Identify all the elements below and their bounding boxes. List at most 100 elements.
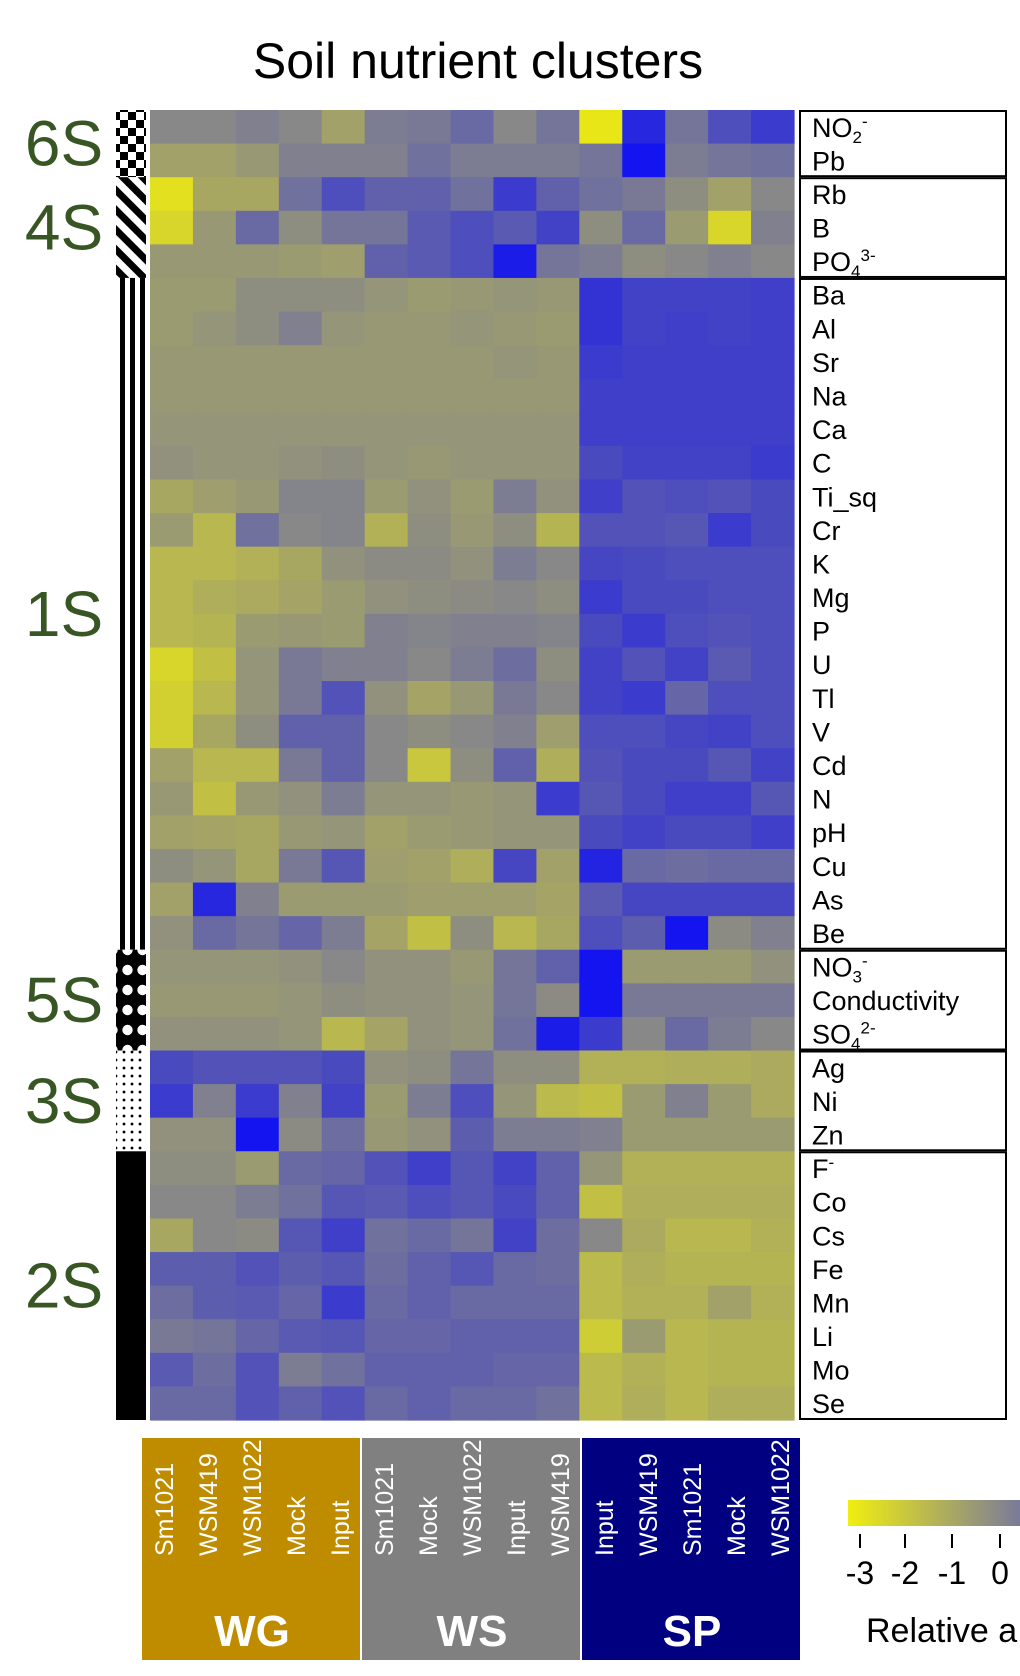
heatmap-cell	[150, 1050, 194, 1085]
heatmap-cell	[235, 647, 280, 682]
heatmap-cell	[364, 983, 409, 1018]
row-label: Ba	[812, 281, 846, 311]
cluster-bar-segment	[116, 277, 146, 950]
heatmap-cell	[493, 882, 537, 917]
row-label: Cr	[812, 516, 841, 546]
heatmap-cell	[536, 681, 580, 716]
heatmap-cell	[708, 681, 752, 716]
heatmap-cell	[708, 445, 752, 481]
heatmap-cell	[192, 714, 237, 749]
row-group-box	[799, 949, 1007, 1051]
heatmap-cell	[751, 177, 795, 212]
heatmap-cell	[321, 1319, 366, 1354]
heatmap-cell	[579, 1084, 623, 1119]
heatmap-cell	[751, 277, 795, 313]
heatmap-cell	[278, 479, 323, 514]
heatmap-cell	[708, 613, 752, 649]
heatmap-cell	[407, 143, 452, 178]
heatmap-cell	[536, 949, 580, 984]
heatmap-cell	[536, 1016, 580, 1052]
heatmap-cell	[407, 1252, 452, 1287]
heatmap-cell	[708, 916, 752, 951]
heatmap-cell	[665, 983, 709, 1018]
heatmap-cell	[622, 1386, 666, 1421]
heatmap-cell	[493, 143, 537, 178]
heatmap-cell	[665, 815, 709, 850]
heatmap-cell	[665, 580, 709, 615]
heatmap-cell	[192, 311, 237, 346]
heatmap-cell	[235, 345, 280, 380]
heatmap-cell	[708, 1319, 752, 1354]
heatmap-cell	[450, 1184, 495, 1220]
cluster-bar-segment	[116, 1151, 146, 1420]
heatmap-cell	[364, 277, 409, 313]
heatmap-cell	[192, 1016, 237, 1052]
heatmap-cell	[622, 1285, 666, 1320]
cluster-bar-segment	[116, 177, 146, 278]
heatmap-cell	[751, 1285, 795, 1320]
heatmap-cell	[278, 110, 323, 145]
heatmap-cell	[536, 479, 580, 514]
heatmap-cell	[665, 1016, 709, 1052]
legend-tick-label: 0	[991, 1555, 1009, 1591]
heatmap-cell	[751, 1352, 795, 1388]
heatmap-cell	[364, 1386, 409, 1421]
heatmap-cell	[450, 714, 495, 749]
heatmap-cell	[493, 1252, 537, 1287]
row-label: N	[812, 785, 832, 815]
heatmap-cell	[278, 1117, 323, 1152]
heatmap-cell	[150, 949, 194, 984]
heatmap-cell	[536, 378, 580, 413]
heatmap-cell	[622, 479, 666, 514]
heatmap-cell	[150, 1285, 194, 1320]
heatmap-cell	[493, 210, 537, 245]
heatmap-cell	[450, 311, 495, 346]
heatmap-cell	[708, 277, 752, 313]
cluster-bar-segment	[116, 949, 146, 1051]
heatmap-cell	[364, 580, 409, 615]
heatmap-cell	[536, 848, 580, 884]
heatmap-cell	[407, 479, 452, 514]
heatmap-cell	[407, 815, 452, 850]
heatmap-cell	[622, 1050, 666, 1085]
legend-tick-label: -2	[891, 1555, 919, 1591]
heatmap-cell	[622, 546, 666, 581]
heatmap-cell	[192, 916, 237, 951]
heatmap-cell	[278, 1151, 323, 1186]
row-group-boxes	[799, 110, 1007, 1421]
row-label: SO42-	[812, 1019, 876, 1054]
row-group-box	[799, 1050, 1007, 1152]
heatmap-cell	[622, 1352, 666, 1388]
heatmap-cell	[407, 1084, 452, 1119]
heatmap-cell	[536, 647, 580, 682]
heatmap-cell	[493, 345, 537, 380]
heatmap-cell	[278, 580, 323, 615]
heatmap-cell	[493, 1319, 537, 1354]
heatmap-cell	[192, 613, 237, 649]
heatmap-cell	[493, 949, 537, 984]
heatmap-cell	[321, 210, 366, 245]
heatmap-cell	[407, 916, 452, 951]
heatmap-cell	[536, 546, 580, 581]
heatmap-cell	[450, 1319, 495, 1354]
row-label: Tl	[812, 684, 835, 714]
heatmap-cell	[536, 1386, 580, 1421]
heatmap-cell	[665, 1050, 709, 1085]
heatmap-cell	[235, 916, 280, 951]
heatmap-cell	[751, 1016, 795, 1052]
heatmap-cell	[235, 1084, 280, 1119]
heatmap-cell	[665, 949, 709, 984]
heatmap-cell	[407, 647, 452, 682]
heatmap-cell	[364, 1117, 409, 1152]
heatmap-cell	[150, 345, 194, 380]
heatmap-cell	[536, 210, 580, 245]
cluster-label: 6S	[25, 108, 103, 180]
heatmap-cell	[708, 748, 752, 783]
heatmap-cell	[192, 1184, 237, 1220]
heatmap-cell	[708, 1218, 752, 1253]
heatmap-cell	[622, 1151, 666, 1186]
heatmap-cell	[493, 177, 537, 212]
heatmap-cell	[150, 311, 194, 346]
heatmap-cell	[150, 848, 194, 884]
heatmap-cell	[708, 882, 752, 917]
